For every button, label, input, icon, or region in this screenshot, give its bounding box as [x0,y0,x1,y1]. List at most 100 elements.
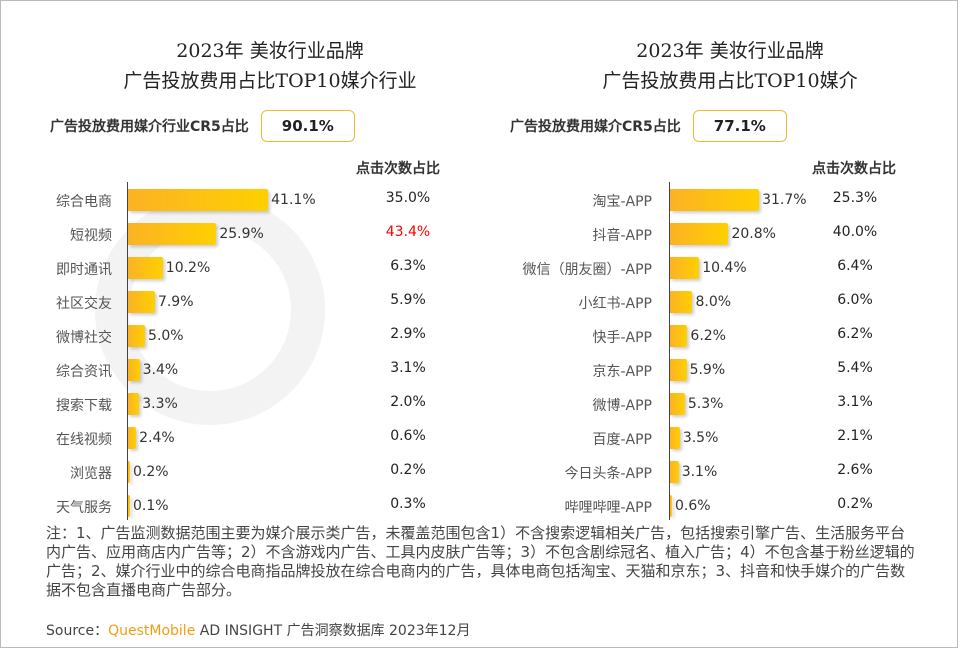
category-label: 京东-APP [592,364,652,380]
bar [670,495,672,517]
value-label: 25.9% [219,226,264,242]
value-label: 5.3% [687,396,724,412]
value-label: 10.2% [165,260,211,276]
bar [128,189,269,211]
category-label: 微信（朋友圈）-APP [522,262,652,278]
value-label: 5.0% [148,328,184,344]
bar [128,393,140,415]
click-share-value: 5.4% [837,360,873,376]
bar [670,223,729,245]
category-label: 即时通讯 [56,262,112,278]
bar [670,189,760,211]
value-label: 3.5% [682,430,719,446]
value-label: 3.3% [142,396,178,412]
cr5-label: 广告投放费用媒介行业CR5占比 [50,119,249,135]
category-label: 综合电商 [56,194,112,210]
value-label: 6.2% [690,328,726,344]
category-label: 综合资讯 [56,364,112,380]
cr5-row: 广告投放费用媒介CR5占比 77.1% [510,110,787,142]
bar [670,393,685,415]
bar [128,359,140,381]
click-share-value: 0.3% [390,496,426,512]
value-label: 0.2% [133,464,169,480]
click-share-header: 点击次数占比 [356,161,440,177]
category-label: 微博-APP [592,398,652,414]
bar [128,291,155,313]
source-prefix: Source： [46,623,109,639]
value-label: 0.6% [675,498,711,514]
bar [128,325,146,347]
value-label: 7.9% [157,294,194,310]
value-label: 20.8% [731,226,776,242]
bar [670,257,700,279]
category-label: 小红书-APP [578,296,652,312]
click-share-header: 点击次数占比 [812,161,896,177]
click-share-value: 2.0% [390,394,426,410]
value-label: 8.0% [695,294,732,310]
chart-title: 广告投放费用占比TOP10媒介 [602,70,858,92]
click-share-value: 3.1% [837,394,873,410]
category-label: 搜索下载 [56,398,112,414]
cr5-value: 90.1% [260,110,355,142]
source-brand: QuestMobile [108,623,196,639]
bar [670,291,693,313]
chart-title: 广告投放费用占比TOP10媒介行业 [123,70,417,92]
footnote: 注：1、广告监测数据范围主要为媒介展示类广告，未覆盖范围包含1）不含搜索逻辑相关… [46,524,915,599]
y-axis [669,182,670,520]
click-share-value: 35.0% [385,190,431,206]
bar [128,461,130,483]
click-share-value: 0.2% [837,496,873,512]
category-label: 浏览器 [70,466,112,482]
category-label: 快手-APP [592,330,652,346]
bar [128,495,130,517]
category-label: 天气服务 [56,500,112,516]
source: Source：QuestMobile AD INSIGHT 广告洞察数据库 20… [46,620,470,640]
cr5-label: 广告投放费用媒介CR5占比 [510,119,681,135]
click-share-value: 3.1% [390,360,426,376]
value-label: 3.4% [142,362,179,378]
chart-title: 2023年 美妆行业品牌 [176,40,364,62]
value-label: 31.7% [762,192,807,208]
category-label: 百度-APP [592,432,652,448]
bar [128,257,163,279]
value-label: 0.1% [133,498,169,514]
bar [670,359,687,381]
click-share-value: 6.4% [837,258,873,274]
category-label: 今日头条-APP [564,466,652,482]
chart-title: 2023年 美妆行业品牌 [636,40,824,62]
click-share-value: 0.2% [390,462,426,478]
value-label: 5.9% [689,362,726,378]
value-label: 3.1% [681,464,718,480]
category-label: 社区交友 [56,296,112,312]
bar [670,325,688,347]
category-label: 抖音-APP [592,228,652,244]
click-share-value: 6.0% [837,292,873,308]
click-share-value: 5.9% [390,292,426,308]
bar [670,461,679,483]
value-label: 2.4% [139,430,175,446]
category-label: 短视频 [70,228,112,244]
click-share-value: 6.3% [390,258,426,274]
click-share-value: 2.1% [837,428,873,444]
click-share-value: 25.3% [832,190,878,206]
click-share-value: 40.0% [832,224,878,240]
category-label: 在线视频 [56,432,112,448]
click-share-value: 2.9% [390,326,426,342]
bar [128,427,137,449]
click-share-value: 6.2% [837,326,873,342]
category-label: 淘宝-APP [592,194,652,210]
category-label: 微博社交 [56,330,112,346]
source-rest: AD INSIGHT 广告洞察数据库 2023年12月 [195,623,471,639]
click-share-value: 0.6% [390,428,426,444]
value-label: 10.4% [702,260,747,276]
click-share-value: 2.6% [837,462,873,478]
value-label: 41.1% [271,192,316,208]
click-share-value: 43.4% [385,224,431,240]
category-label: 哔哩哔哩-APP [564,500,652,516]
cr5-value: 77.1% [692,110,787,142]
y-axis [127,182,128,520]
cr5-row: 广告投放费用媒介行业CR5占比 90.1% [50,110,355,142]
bar [670,427,680,449]
bar [128,223,217,245]
